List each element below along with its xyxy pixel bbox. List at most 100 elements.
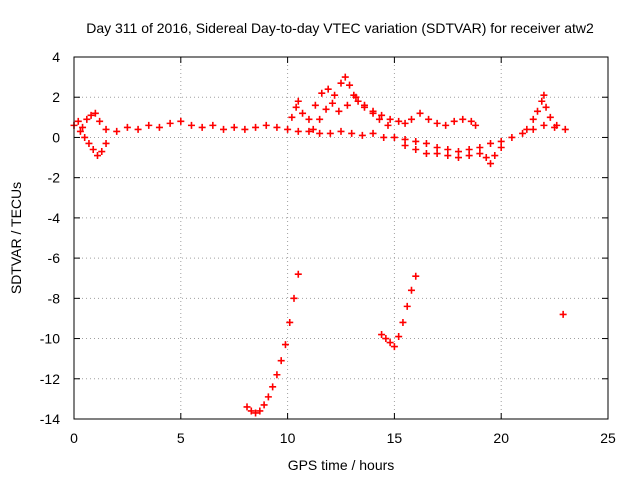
data-point (281, 341, 289, 349)
data-point (256, 407, 264, 415)
data-point (85, 139, 93, 147)
x-tick-label: 25 (600, 430, 616, 446)
data-point (123, 123, 131, 131)
data-point (134, 125, 142, 133)
data-point (247, 407, 255, 415)
data-point (76, 127, 84, 135)
data-point (546, 113, 554, 121)
data-point (309, 125, 317, 133)
data-point (145, 121, 153, 129)
data-point (348, 129, 356, 137)
axis-ticks: 0 5 10 15 20 25 -14 -12 -10 -8 -6 -4 -2 0 2 4 (40, 49, 616, 446)
data-point (540, 91, 548, 99)
data-point (467, 117, 475, 125)
data-point (412, 272, 420, 280)
data-point (399, 318, 407, 326)
data-point (508, 133, 516, 141)
data-point (87, 111, 95, 119)
data-point (412, 146, 420, 154)
data-point (230, 123, 238, 131)
data-point (487, 160, 495, 168)
data-point (177, 117, 185, 125)
data-point (316, 115, 324, 123)
data-point (198, 123, 206, 131)
data-point (454, 148, 462, 156)
y-tick-label: 0 (52, 129, 60, 145)
data-point (519, 129, 527, 137)
data-point (382, 335, 390, 343)
data-point (422, 139, 430, 147)
y-tick-label: -8 (48, 290, 61, 306)
data-point (318, 89, 326, 97)
data-point (540, 121, 548, 129)
y-tick-label: -4 (48, 210, 61, 226)
data-point (166, 119, 174, 127)
data-point (553, 121, 561, 129)
data-point (209, 121, 217, 129)
data-point (407, 286, 415, 294)
data-point (294, 270, 302, 278)
data-point (491, 152, 499, 160)
data-point (328, 99, 336, 107)
data-point (311, 101, 319, 109)
data-point (286, 318, 294, 326)
data-point (380, 133, 388, 141)
data-point (401, 141, 409, 149)
data-points (70, 73, 569, 417)
data-point (416, 109, 424, 117)
y-tick-label: -10 (40, 331, 60, 347)
data-point (375, 115, 383, 123)
data-point (96, 117, 104, 125)
y-axis-label: SDTVAR / TECUs (8, 182, 24, 294)
data-point (324, 85, 332, 93)
data-point (442, 121, 450, 129)
data-point (482, 154, 490, 162)
data-point (343, 101, 351, 109)
data-point (369, 129, 377, 137)
y-tick-label: -6 (48, 250, 61, 266)
data-point (284, 125, 292, 133)
data-point (98, 148, 106, 156)
data-point (294, 97, 302, 105)
data-point (360, 101, 368, 109)
data-point (487, 139, 495, 147)
data-point (534, 107, 542, 115)
x-tick-label: 5 (177, 430, 185, 446)
data-point (386, 339, 394, 347)
data-point (346, 81, 354, 89)
data-point (243, 403, 251, 411)
data-point (241, 125, 249, 133)
x-axis-label: GPS time / hours (288, 457, 395, 473)
data-point (288, 113, 296, 121)
data-point (305, 115, 313, 123)
data-point (264, 393, 272, 401)
y-tick-label: 4 (52, 49, 60, 65)
data-point (220, 125, 228, 133)
data-point (337, 79, 345, 87)
y-tick-label: -14 (40, 411, 60, 427)
data-point (412, 137, 420, 145)
data-point (155, 123, 163, 131)
data-point (395, 333, 403, 341)
data-point (74, 117, 82, 125)
data-point (529, 125, 537, 133)
data-point (472, 121, 480, 129)
data-point (401, 135, 409, 143)
data-point (352, 93, 360, 101)
data-point (523, 125, 531, 133)
data-point (444, 152, 452, 160)
data-point (83, 115, 91, 123)
data-point (305, 127, 313, 135)
data-point (322, 105, 330, 113)
data-point (369, 109, 377, 117)
data-point (326, 129, 334, 137)
data-point (316, 129, 324, 137)
data-point (273, 123, 281, 131)
data-point (465, 146, 473, 154)
data-point (433, 150, 441, 158)
data-point (538, 97, 546, 105)
data-point (292, 103, 300, 111)
data-point (465, 152, 473, 160)
data-point (459, 115, 467, 123)
